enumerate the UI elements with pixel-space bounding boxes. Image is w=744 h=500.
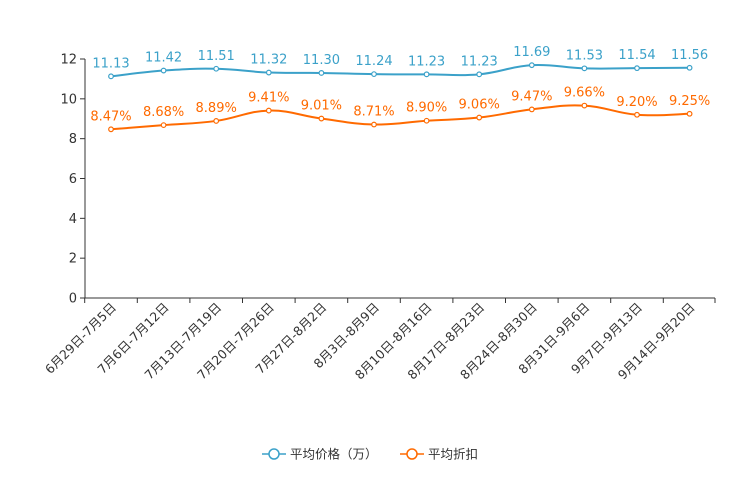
data-point[interactable] [476,71,483,78]
series-line-0 [110,63,690,78]
data-point[interactable] [528,62,535,69]
data-point[interactable] [371,121,377,128]
data-label: 11.42 [145,51,182,66]
data-label: 8.71% [353,105,394,120]
data-label: 9.41% [248,91,289,106]
series-lines [110,63,690,131]
data-point[interactable] [476,114,483,121]
data-point[interactable] [634,111,640,118]
legend-marker-icon [268,448,280,460]
legend-item-1[interactable]: 平均折扣 [400,447,478,462]
data-label: 9.66% [564,86,605,101]
data-point[interactable] [686,64,693,71]
data-label: 11.24 [355,54,392,69]
data-label: 8.89% [196,101,237,116]
data-label: 9.20% [616,95,657,110]
data-label: 8.68% [143,105,184,120]
legend-label: 平均价格（万） [290,447,378,462]
data-label: 9.06% [459,98,500,113]
data-point[interactable] [265,69,272,76]
data-point[interactable] [423,117,430,124]
data-point[interactable] [108,73,114,80]
data-label: 11.51 [198,49,235,64]
data-point[interactable] [160,67,167,74]
data-label: 11.54 [618,48,655,63]
data-label: 8.47% [90,109,131,124]
data-point[interactable] [213,118,220,124]
y-tick-label: 4 [69,212,77,227]
data-label: 11.53 [566,48,603,63]
data-label: 11.13 [92,56,129,71]
data-point[interactable] [265,107,272,114]
y-tick-label: 10 [60,92,77,107]
series-points [108,62,693,133]
data-label: 8.90% [406,101,447,116]
data-label: 11.69 [513,45,550,60]
data-point[interactable] [213,65,220,72]
data-point[interactable] [581,102,588,109]
data-point[interactable] [423,71,430,78]
data-label: 11.23 [461,54,498,69]
data-label: 9.25% [669,94,710,109]
data-label: 9.47% [511,89,552,104]
legend: 平均价格（万） 平均折扣 [262,447,478,462]
legend-item-0[interactable]: 平均价格（万） [262,447,378,462]
y-tick-label: 2 [69,252,77,267]
y-tick-label: 12 [60,53,77,68]
data-label: 11.23 [408,54,445,69]
data-point[interactable] [318,70,325,76]
data-point[interactable] [160,122,167,129]
data-label: 9.01% [301,99,342,114]
legend-marker-icon [406,448,418,460]
data-point[interactable] [318,115,325,122]
data-label: 11.32 [250,53,287,68]
y-tick-label: 6 [69,172,77,187]
data-point[interactable] [371,71,377,78]
y-tick-label: 8 [69,132,77,147]
data-point[interactable] [634,65,640,72]
axes: 0246810126月29日-7月5日7月6日-7月12日7月13日-7月19日… [42,53,716,382]
data-point[interactable] [686,110,693,117]
data-label: 11.30 [303,53,340,68]
data-point[interactable] [108,126,114,133]
data-point[interactable] [528,106,535,113]
data-label: 11.56 [671,48,708,63]
legend-label: 平均折扣 [428,447,478,462]
series-line-1 [110,104,690,131]
series-labels: 11.13 11.42 11.51 11.32 11.30 11.24 11.23 11.23… [90,45,710,124]
data-point[interactable] [581,65,588,72]
y-tick-label: 0 [69,292,77,307]
